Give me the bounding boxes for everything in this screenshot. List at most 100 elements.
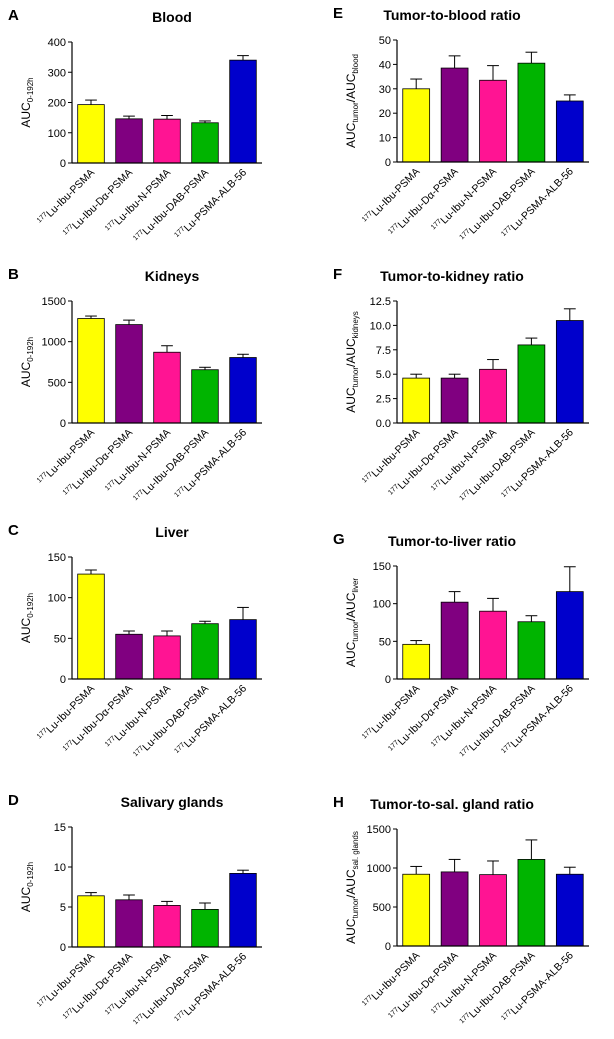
y-axis-label: AUC0-192h	[19, 77, 35, 127]
bar-4	[191, 369, 219, 424]
chart-panel-b: B KidneysAUC0-192h177Lu-Ibu-PSMA177Lu-Ibu…	[8, 266, 262, 506]
y-tick-label: 40	[379, 59, 391, 71]
bar-5	[555, 100, 584, 163]
y-tick-label: 30	[379, 84, 391, 96]
category-label: 177Lu-Ibu-DAB-PSMA	[458, 166, 537, 245]
bar-2	[115, 899, 143, 948]
category-label: 177Lu-Ibu-Dα-PSMA	[387, 427, 460, 500]
category-label: 177Lu-Ibu-N-PSMA	[104, 427, 173, 496]
y-tick-label: 1500	[42, 296, 66, 308]
bar-1	[402, 88, 431, 163]
bar-2	[115, 324, 143, 424]
category-label: 177Lu-Ibu-N-PSMA	[430, 950, 499, 1019]
y-tick-label: 1000	[42, 337, 66, 349]
y-tick-label: 0	[385, 157, 391, 169]
bar-5	[229, 59, 257, 164]
bar-1	[77, 104, 105, 164]
category-label: 177Lu-Ibu-DAB-PSMA	[458, 950, 537, 1029]
category-label: 177Lu-PSMA-ALB-56	[500, 683, 576, 759]
y-tick-label: 10	[379, 133, 391, 145]
category-label: 177Lu-Ibu-Dα-PSMA	[387, 683, 460, 756]
y-tick-label: 0	[385, 674, 391, 686]
chart-panel-c: C LiverAUC0-192h177Lu-Ibu-PSMA177Lu-Ibu-D…	[8, 522, 262, 758]
y-tick-label: 0	[60, 674, 66, 686]
category-label: 177Lu-Ibu-Dα-PSMA	[387, 166, 460, 239]
y-tick-label: 7.5	[376, 345, 391, 357]
y-tick-label: 50	[379, 636, 391, 648]
bar-3	[153, 635, 181, 680]
y-tick-label: 50	[379, 35, 391, 47]
y-tick-label: 500	[373, 902, 391, 914]
y-tick-label: 1500	[367, 824, 391, 836]
panel-letter: F	[333, 266, 342, 283]
bar-3	[479, 368, 507, 424]
y-axis-label: AUCtumor/AUCliver	[344, 578, 360, 667]
category-label: 177Lu-Ibu-Dα-PSMA	[62, 683, 135, 756]
y-tick-label: 15	[54, 822, 66, 834]
bar-5	[555, 320, 584, 424]
category-label: 177Lu-Ibu-DAB-PSMA	[458, 427, 537, 506]
category-label: 177Lu-Ibu-DAB-PSMA	[458, 683, 537, 762]
category-label: 177Lu-Ibu-Dα-PSMA	[62, 167, 135, 240]
chart-title: Blood	[152, 9, 192, 25]
category-label: 177Lu-PSMA-ALB-56	[173, 167, 249, 243]
bar-1	[77, 573, 105, 680]
y-tick-label: 20	[379, 108, 391, 120]
y-tick-label: 500	[48, 377, 66, 389]
bar-1	[77, 895, 105, 948]
bar-2	[440, 67, 469, 163]
category-label: 177Lu-Ibu-Dα-PSMA	[62, 951, 135, 1024]
panel-letter: G	[333, 531, 345, 548]
y-tick-label: 1000	[367, 863, 391, 875]
bar-5	[555, 591, 584, 680]
category-label: 177Lu-Ibu-N-PSMA	[430, 683, 499, 752]
chart-title: Tumor-to-liver ratio	[388, 533, 516, 549]
category-label: 177Lu-Ibu-N-PSMA	[430, 166, 499, 235]
category-label: 177Lu-Ibu-DAB-PSMA	[132, 167, 211, 246]
category-label: 177Lu-PSMA-ALB-56	[173, 427, 249, 503]
category-label: 177Lu-Ibu-N-PSMA	[104, 167, 173, 236]
bar-1	[77, 318, 105, 424]
chart-title: Tumor-to-blood ratio	[383, 7, 520, 23]
bar-4	[191, 909, 219, 948]
bar-4	[517, 62, 546, 163]
y-tick-label: 10.0	[370, 320, 391, 332]
y-axis-label: AUC0-192h	[19, 862, 35, 912]
y-tick-label: 5	[60, 902, 66, 914]
bar-1	[402, 873, 431, 947]
y-tick-label: 150	[48, 552, 66, 564]
bar-2	[440, 871, 469, 947]
bar-4	[191, 623, 219, 680]
bar-3	[153, 351, 181, 424]
category-label: 177Lu-PSMA-ALB-56	[500, 427, 576, 503]
panel-letter: A	[8, 7, 19, 24]
chart-title: Tumor-to-kidney ratio	[380, 268, 524, 284]
y-axis-label: AUCtumor/AUCsal. glands	[344, 831, 360, 944]
y-tick-label: 0	[60, 942, 66, 954]
panel-letter: D	[8, 792, 19, 809]
chart-panel-a: A BloodAUC0-192h177Lu-Ibu-PSMA177Lu-Ibu-D…	[8, 7, 262, 246]
panel-letter: B	[8, 266, 19, 283]
category-label: 177Lu-Ibu-N-PSMA	[430, 427, 499, 496]
bar-1	[402, 377, 431, 424]
y-axis-label: AUC0-192h	[19, 593, 35, 643]
bar-2	[115, 118, 143, 164]
bar-1	[402, 643, 431, 680]
bar-3	[479, 874, 507, 947]
chart-title: Salivary glands	[121, 794, 224, 810]
bar-3	[479, 79, 507, 163]
y-tick-label: 100	[373, 599, 391, 611]
y-tick-label: 0	[60, 158, 66, 170]
y-tick-label: 300	[48, 67, 66, 79]
category-label: 177Lu-PSMA-ALB-56	[500, 950, 576, 1026]
chart-title: Tumor-to-sal. gland ratio	[370, 796, 534, 812]
category-label: 177Lu-PSMA-ALB-56	[173, 951, 249, 1027]
y-tick-label: 50	[54, 633, 66, 645]
y-axis-label: AUCtumor/AUCblood	[344, 54, 360, 148]
category-label: 177Lu-Ibu-DAB-PSMA	[132, 427, 211, 506]
y-tick-label: 400	[48, 37, 66, 49]
category-label: 177Lu-Ibu-N-PSMA	[104, 951, 173, 1020]
panel-letter: C	[8, 522, 19, 539]
bar-5	[229, 619, 257, 680]
